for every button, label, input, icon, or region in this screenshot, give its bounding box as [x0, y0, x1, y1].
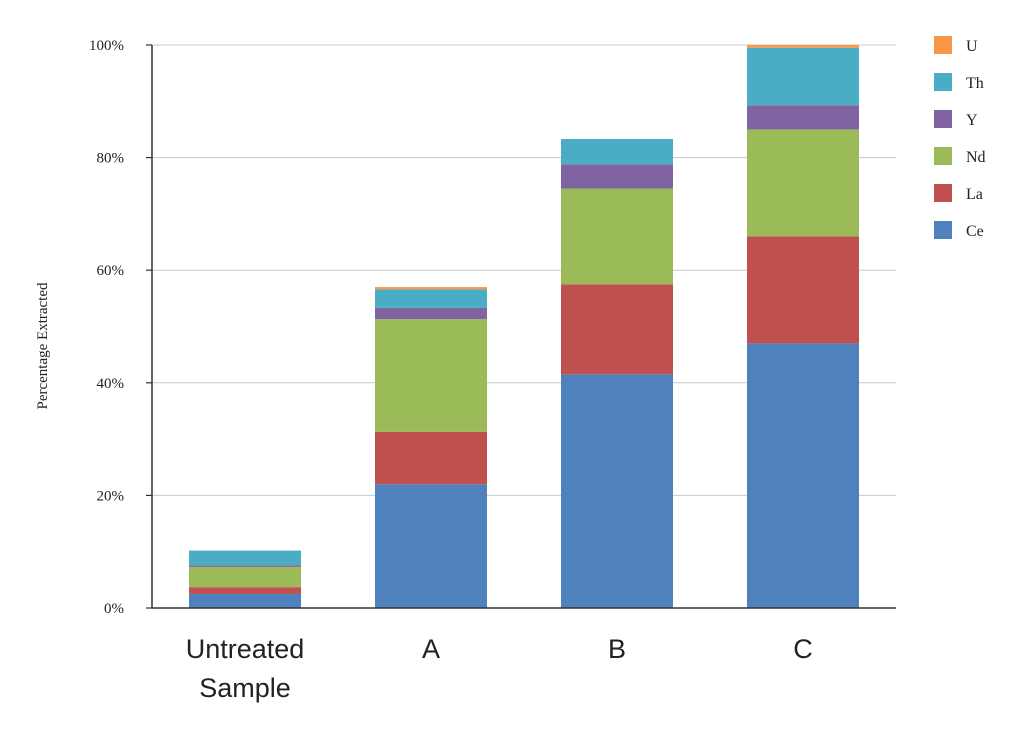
bar-segment-la	[189, 587, 301, 594]
legend-label-u: U	[966, 38, 978, 55]
category-label: Untreated	[186, 634, 305, 664]
bar-segment-y	[747, 105, 859, 130]
bar-segment-la	[747, 236, 859, 344]
category-label: B	[608, 634, 626, 664]
bars	[189, 45, 859, 608]
bar-segment-th	[747, 47, 859, 106]
y-tick-labels: 0% 20% 40% 60% 80% 100%	[89, 38, 152, 617]
y-tick-label: 100%	[89, 38, 124, 54]
category-label: C	[793, 634, 813, 664]
legend-swatch-y	[934, 110, 952, 128]
y-tick-label: 60%	[97, 263, 125, 279]
y-tick-label: 20%	[97, 488, 125, 504]
legend-swatch-u	[934, 36, 952, 54]
legend: U Th Y Nd La Ce	[934, 36, 986, 240]
y-tick-label: 40%	[97, 376, 125, 392]
legend-swatch-nd	[934, 147, 952, 165]
bar-segment-ce	[375, 484, 487, 608]
bar-segment-th	[375, 289, 487, 308]
category-label: Sample	[199, 673, 291, 703]
bar-segment-nd	[375, 319, 487, 432]
bar-segment-ce	[747, 343, 859, 608]
bar-segment-y	[561, 164, 673, 189]
bar-segment-u	[375, 287, 487, 290]
y-tick-label: 80%	[97, 151, 125, 167]
legend-label-la: La	[966, 186, 983, 203]
legend-label-ce: Ce	[966, 223, 984, 240]
bar-segment-la	[561, 284, 673, 375]
legend-label-nd: Nd	[966, 149, 986, 166]
category-labels: Untreated Sample A B C	[186, 634, 813, 703]
legend-label-y: Y	[966, 112, 978, 129]
bar-segment-u	[747, 45, 859, 48]
y-axis-title: Percentage Extracted	[35, 282, 51, 410]
bar-segment-th	[561, 139, 673, 165]
legend-swatch-th	[934, 73, 952, 91]
bar-segment-nd	[561, 188, 673, 285]
category-label: A	[422, 634, 440, 664]
bar-segment-la	[375, 431, 487, 485]
axes	[151, 45, 896, 609]
bar-segment-y	[375, 307, 487, 320]
legend-swatch-ce	[934, 221, 952, 239]
legend-label-th: Th	[966, 75, 984, 92]
bar-segment-y	[189, 565, 301, 567]
y-tick-label: 0%	[104, 601, 124, 617]
bar-segment-nd	[189, 566, 301, 588]
bar-segment-th	[189, 550, 301, 566]
bar-segment-ce	[189, 593, 301, 608]
legend-swatch-la	[934, 184, 952, 202]
bar-segment-ce	[561, 374, 673, 608]
bar-segment-nd	[747, 129, 859, 237]
